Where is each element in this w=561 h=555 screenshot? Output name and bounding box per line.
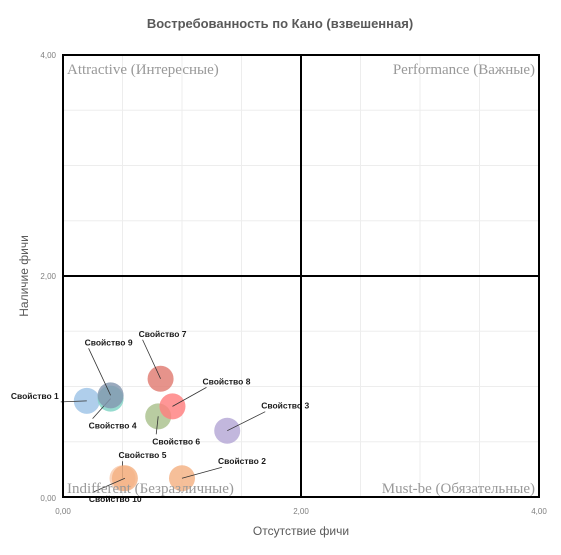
label-leader-line bbox=[181, 466, 223, 479]
point-label: Свойство 4 bbox=[89, 421, 137, 431]
label-leader-line bbox=[142, 339, 161, 379]
chart-title: Востребованность по Кано (взвешенная) bbox=[147, 16, 413, 31]
points-layer: Свойство 1 Свойство 2 Свойство 3 Свойство 4… bbox=[11, 329, 310, 504]
x-tick-label: 4,00 bbox=[531, 507, 547, 516]
label-leader-line bbox=[172, 387, 207, 407]
x-tick-label: 2,00 bbox=[293, 507, 309, 516]
point-label: Свойство 3 bbox=[261, 401, 309, 411]
point-label: Свойство 8 bbox=[202, 376, 250, 386]
point-label: Свойство 10 bbox=[89, 494, 142, 504]
plot-frame bbox=[62, 54, 540, 498]
y-tick-label: 4,00 bbox=[40, 51, 56, 60]
label-leader-line bbox=[227, 411, 266, 432]
y-axis-title: Наличие фичи bbox=[17, 235, 31, 317]
point-label: Свойство 1 bbox=[11, 391, 59, 401]
point-label: Свойство 2 bbox=[218, 456, 266, 466]
x-tick-label: 0,00 bbox=[55, 507, 71, 516]
label-leader-line bbox=[60, 400, 87, 403]
label-leader-line bbox=[92, 477, 126, 493]
point-label: Свойство 6 bbox=[152, 436, 200, 446]
label-leader-line bbox=[155, 416, 159, 435]
y-tick-label: 0,00 bbox=[40, 494, 56, 503]
point-label: Свойство 7 bbox=[139, 329, 187, 339]
data-point bbox=[111, 465, 138, 492]
x-axis-title: Отсутствие фичи bbox=[253, 524, 349, 538]
point-label: Свойство 5 bbox=[119, 450, 167, 460]
label-leader-line bbox=[88, 348, 111, 396]
quadrant-label-indifferent: Indifferent (Безразличные) bbox=[67, 481, 234, 497]
quadrant-label-must-be: Must-be (Обязательные) bbox=[382, 481, 535, 497]
point-label: Свойство 9 bbox=[85, 337, 133, 347]
y-tick-label: 2,00 bbox=[40, 272, 56, 281]
quadrant-label-performance: Performance (Важные) bbox=[393, 62, 535, 78]
quadrant-label-attractive: Attractive (Интересные) bbox=[67, 62, 219, 78]
